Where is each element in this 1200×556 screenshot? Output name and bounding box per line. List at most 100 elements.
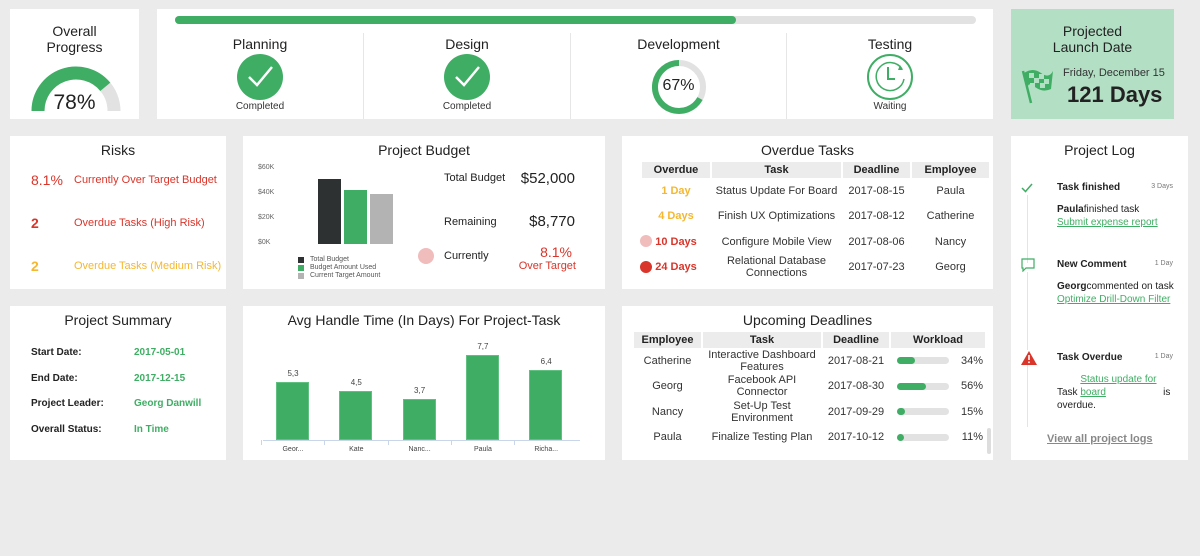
avg-bar[interactable] [402, 399, 436, 440]
column-header[interactable]: Task [703, 332, 821, 348]
column-header[interactable]: Overdue [642, 162, 710, 178]
workload-bar [897, 408, 949, 416]
budget-card: Project Budget $0K $20K $40K $60K Total Budg… [243, 136, 605, 289]
budget-ytick: $0K [258, 239, 271, 246]
column-header[interactable]: Employee [634, 332, 701, 348]
avg-x-label: Geor... [282, 446, 304, 453]
overdue-days: 4 Days [658, 210, 694, 223]
avg-data-label: 3,7 [414, 386, 426, 396]
table-row[interactable]: 4 Days Finish UX Optimizations 2017-08-12 C… [642, 204, 989, 230]
table-row[interactable]: Paula Finalize Testing Plan 2017-10-12 11% [634, 425, 985, 451]
summary-value: 2017-12-15 [134, 372, 186, 384]
workload-percent: 56% [960, 380, 983, 393]
budget-legend-item: Budget Amount Used [298, 264, 376, 271]
log-line [1027, 272, 1028, 350]
summary-row: Overall Status: In Time [31, 423, 169, 435]
remaining-label: Remaining [444, 216, 497, 228]
warning-icon [1021, 351, 1037, 370]
log-entry-body: Georgcommented on task Optimize Drill-Dow… [1057, 280, 1185, 306]
launch-date: Friday, December 15 [1063, 67, 1165, 79]
table-row[interactable]: 24 Days Relational Database Connections 20… [640, 255, 989, 281]
budget-ytick: $20K [258, 214, 275, 221]
log-user: Paula [1057, 204, 1084, 215]
log-line [1027, 365, 1028, 427]
log-user: Georg [1057, 281, 1087, 292]
log-title: Project Log [1064, 142, 1135, 158]
employee: Catherine [926, 210, 975, 223]
column-header[interactable]: Deadline [843, 162, 910, 178]
avg-data-label: 4,5 [350, 377, 362, 387]
employee: Nancy [934, 235, 967, 248]
launch-title-2: Launch Date [1052, 39, 1133, 55]
avg-x-label: Richa... [534, 446, 559, 453]
log-entry-title: Task Overdue [1057, 352, 1123, 363]
checkered-flag-icon [1021, 70, 1053, 104]
deadline: 2017-08-30 [827, 380, 885, 393]
workload-percent: 11% [961, 431, 983, 444]
overall-title-2: Progress [46, 39, 103, 55]
summary-value: 2017-05-01 [134, 347, 186, 358]
overdue-days: 24 Days [655, 261, 697, 274]
remaining-value: $8,770 [529, 213, 575, 230]
risk-label: Currently Over Target Budget [74, 174, 217, 186]
log-entry-body: Paulafinished task Submit expense report [1057, 203, 1185, 229]
table-row[interactable]: Georg Facebook API Connector 2017-08-30 56% [634, 374, 985, 400]
avg-handle-time-card: Avg Handle Time (In Days) For Project-Ta… [243, 306, 605, 460]
log-text: finished task [1083, 204, 1140, 215]
check-icon [1021, 181, 1033, 199]
avg-bar[interactable] [465, 355, 499, 440]
task-name: Status Update For Board [715, 184, 838, 197]
overall-progress-card: Overall Progress 78% [10, 9, 139, 119]
summary-label: End Date: [31, 372, 78, 384]
employee: Georg [935, 261, 966, 274]
avg-bar[interactable] [339, 390, 373, 440]
log-entry-time: 1 Day [1154, 353, 1173, 360]
budget-title: Project Budget [378, 142, 470, 158]
overdue-days: 10 Days [655, 235, 697, 248]
scrollbar[interactable] [987, 428, 991, 454]
budget-bar[interactable] [370, 194, 393, 244]
deadline: 2017-09-29 [827, 405, 885, 418]
task-name: Finalize Testing Plan [711, 431, 813, 444]
overdue-dot [640, 235, 652, 247]
legend-label: Total Budget [310, 256, 349, 263]
budget-bar[interactable] [318, 179, 341, 244]
x-tick [387, 440, 389, 445]
table-row[interactable]: Nancy Set-Up Test Environment 2017-09-29 15… [634, 399, 985, 425]
overdue-days: 1 Day [661, 184, 691, 197]
task-name: Configure Mobile View [721, 235, 832, 248]
workload-percent: 34% [960, 354, 983, 367]
log-entry-title: Task finished [1057, 182, 1121, 193]
employee: Nancy [651, 405, 684, 418]
currently-label: Currently [444, 250, 489, 262]
avg-bar[interactable] [529, 369, 563, 440]
x-tick [261, 440, 262, 445]
log-entry-time: 1 Day [1154, 260, 1173, 267]
budget-ytick: $60K [258, 164, 275, 171]
column-header[interactable]: Employee [912, 162, 989, 178]
task-name: Relational Database Connections [726, 255, 827, 280]
task-name: Set-Up Test Environment [731, 399, 793, 424]
table-row[interactable]: Catherine Interactive Dashboard Features 2… [634, 348, 985, 374]
launch-date-card: Projected Launch Date Friday, December 15… [1011, 9, 1174, 119]
overall-title-1: Overall [52, 23, 97, 39]
view-all-logs-link[interactable]: View all project logs [1047, 433, 1153, 445]
overdue-title: Overdue Tasks [760, 142, 855, 158]
avg-bar[interactable] [276, 381, 309, 440]
legend-label: Budget Amount Used [310, 264, 377, 271]
log-task-link[interactable]: Optimize Drill-Down Filter [1057, 294, 1171, 305]
log-task-link[interactable]: Status update for board [1080, 374, 1157, 398]
table-row[interactable]: 1 Day Status Update For Board 2017-08-15 Pa… [642, 178, 989, 204]
column-header[interactable]: Task [712, 162, 841, 178]
phase-testing: Testing Waiting [787, 33, 993, 119]
log-line [1027, 195, 1028, 263]
check-circle-icon [444, 54, 490, 100]
summary-label: Overall Status: [31, 423, 102, 435]
column-header[interactable]: Deadline [823, 332, 889, 348]
budget-ytick: $40K [258, 189, 275, 196]
log-task-link[interactable]: Submit expense report [1057, 217, 1158, 228]
column-header[interactable]: Workload [891, 332, 985, 348]
budget-bar[interactable] [344, 189, 367, 244]
table-row[interactable]: 10 Days Configure Mobile View 2017-08-06 Na… [640, 229, 989, 255]
legend-label: Current Target Amount [310, 272, 381, 279]
